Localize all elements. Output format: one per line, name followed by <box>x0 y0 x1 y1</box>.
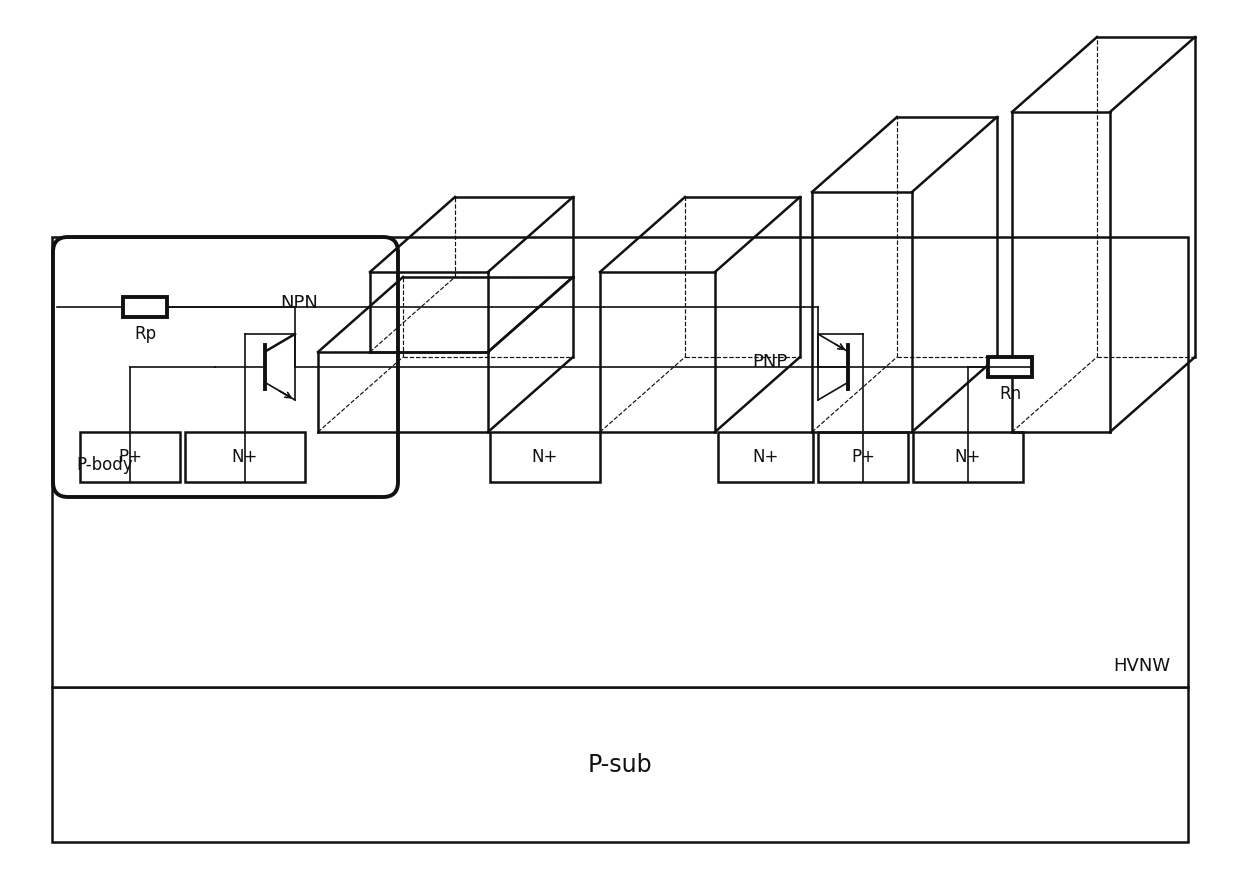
Text: P-body: P-body <box>76 456 133 474</box>
Bar <box>988 357 1032 377</box>
Text: Rp: Rp <box>134 325 156 343</box>
Bar <box>185 432 305 482</box>
Text: PNP: PNP <box>753 353 787 371</box>
Bar <box>81 432 180 482</box>
Bar <box>123 297 167 317</box>
Text: Rn: Rn <box>999 385 1021 403</box>
Text: P+: P+ <box>851 448 875 466</box>
Text: N+: N+ <box>955 448 981 466</box>
Text: P-sub: P-sub <box>588 753 652 776</box>
Bar <box>913 432 1023 482</box>
Text: N+: N+ <box>753 448 779 466</box>
Text: P+: P+ <box>118 448 143 466</box>
Text: N+: N+ <box>232 448 258 466</box>
Bar <box>490 432 600 482</box>
Text: N+: N+ <box>532 448 558 466</box>
Bar <box>52 687 1188 842</box>
Bar <box>718 432 813 482</box>
Bar <box>818 432 908 482</box>
Bar <box>52 237 1188 687</box>
Text: HVNW: HVNW <box>1112 657 1171 675</box>
Text: NPN: NPN <box>280 294 317 312</box>
